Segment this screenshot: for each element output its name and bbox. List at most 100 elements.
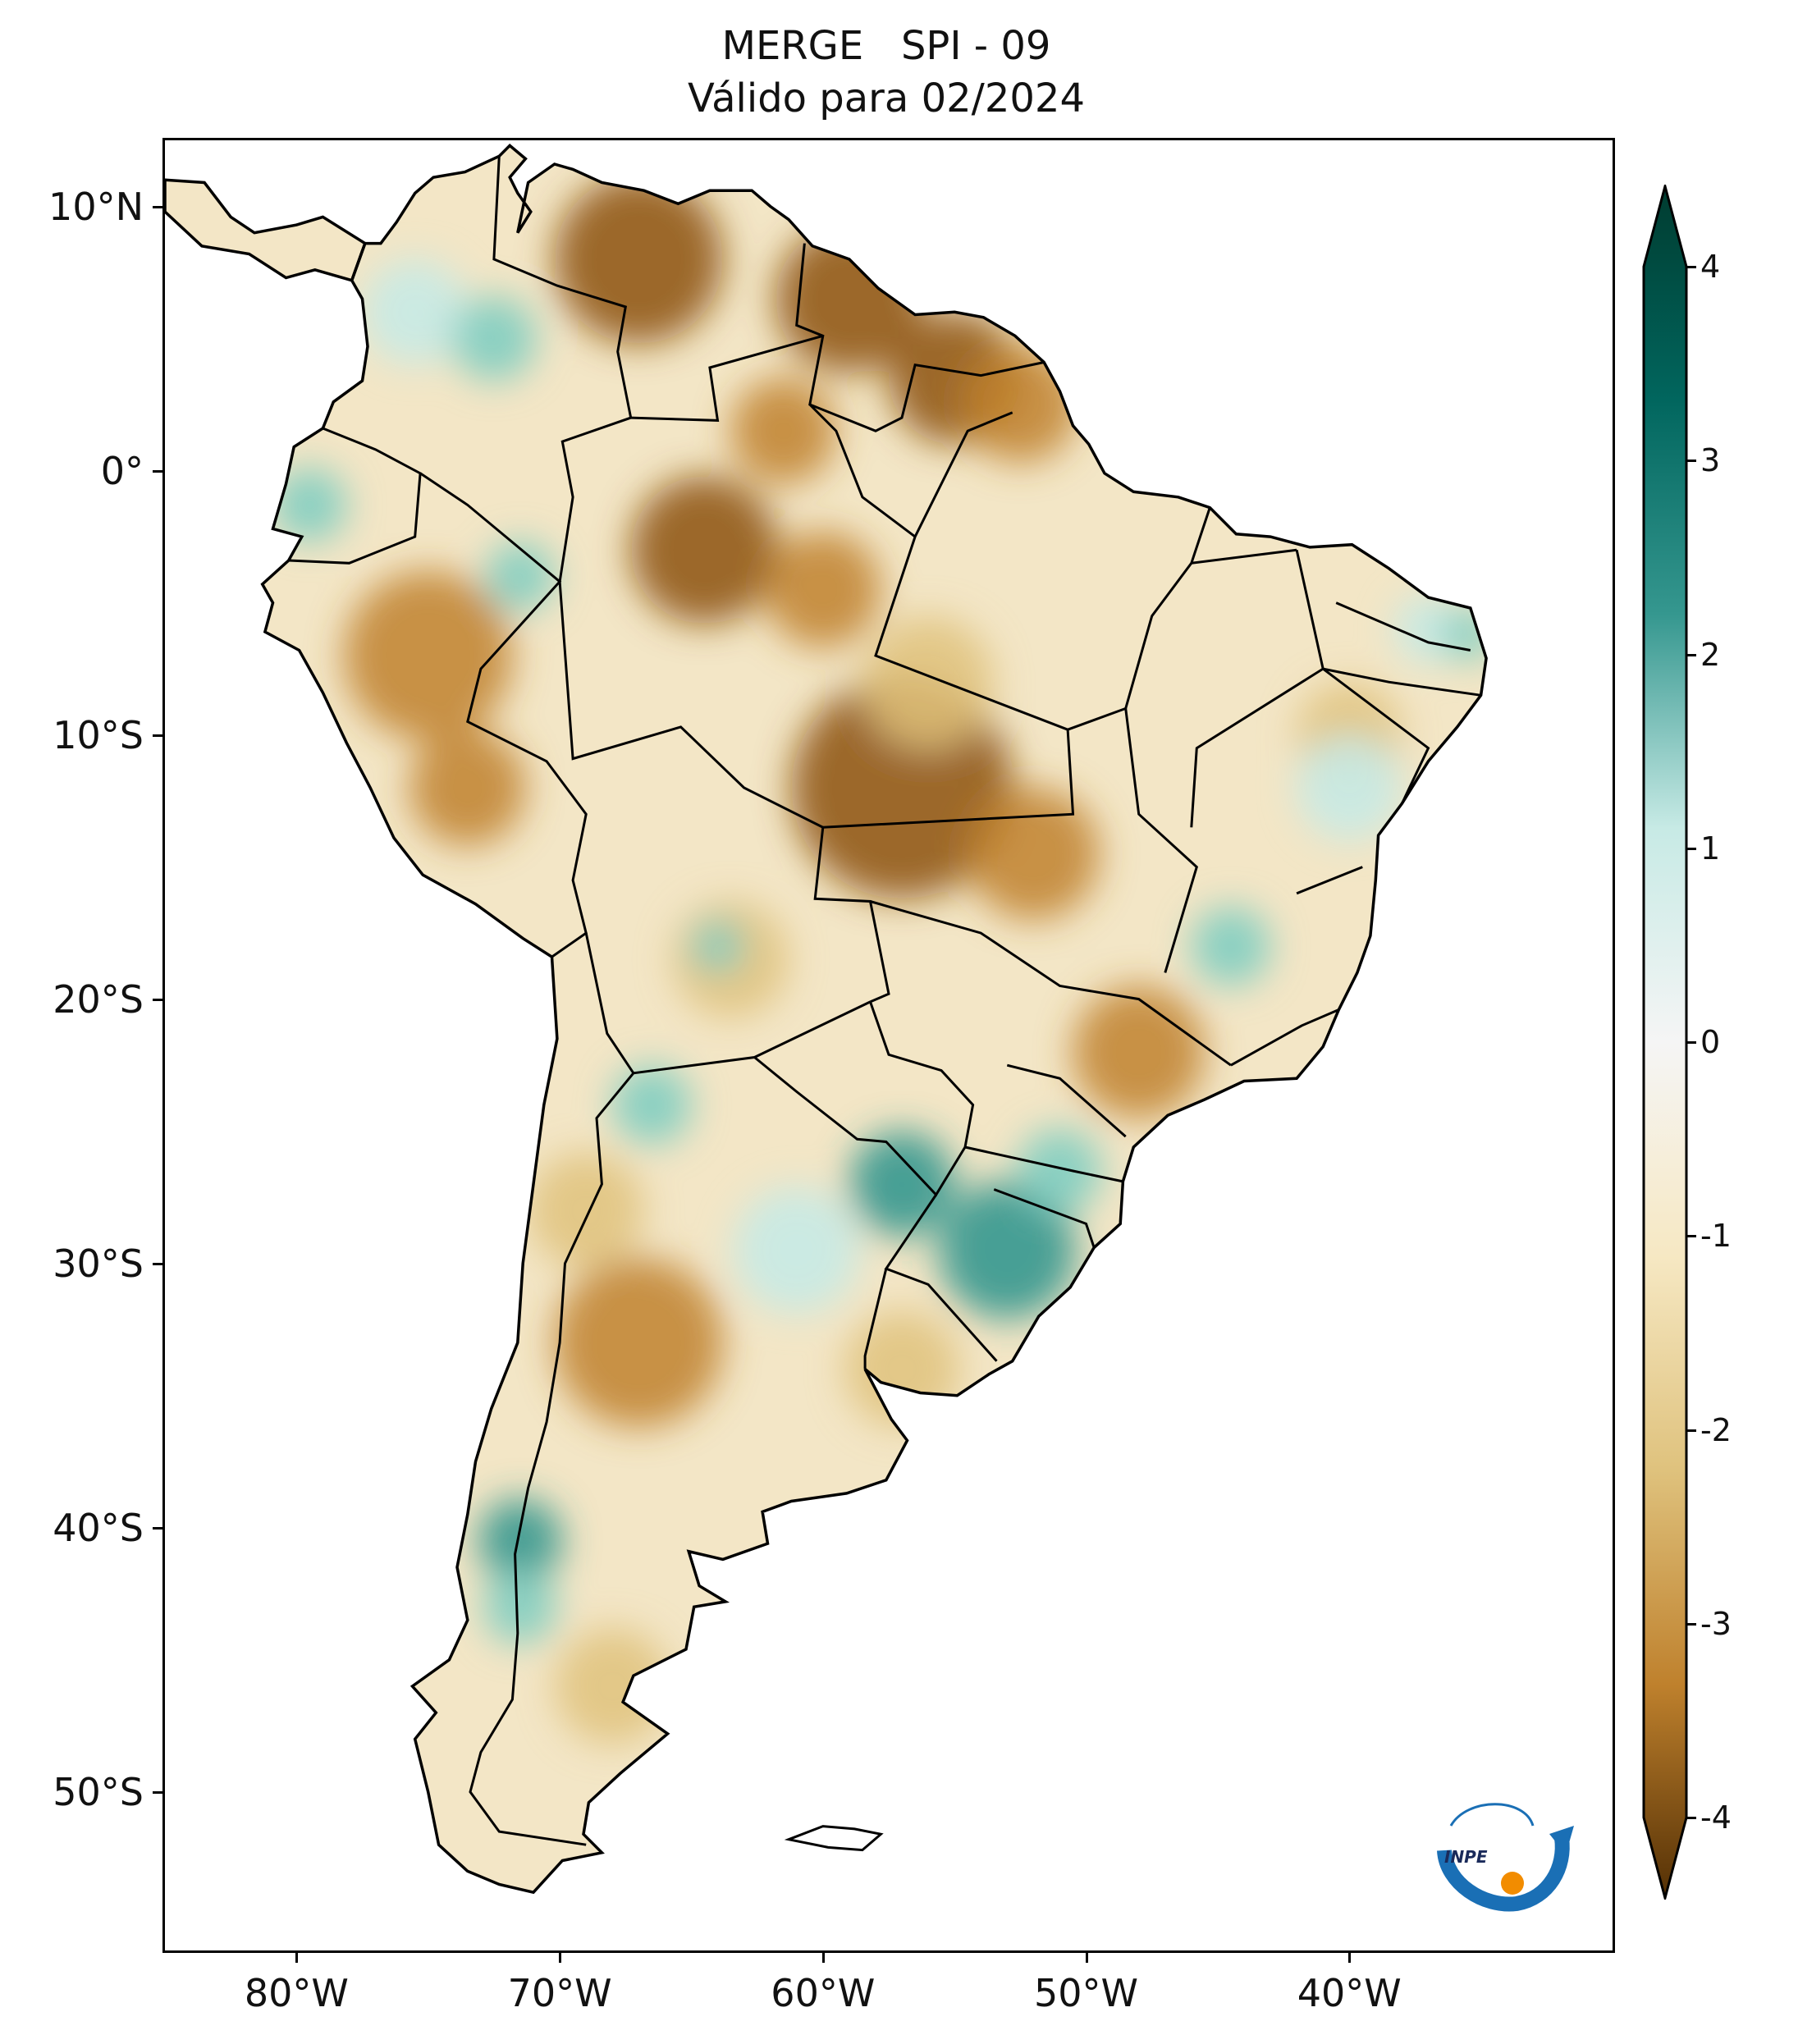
latitude-tick (153, 469, 162, 473)
colorbar-tick-label: -2 (1700, 1411, 1732, 1448)
central-america (165, 178, 367, 282)
border-line (964, 1145, 1123, 1183)
longitude-label: 70°W (507, 1971, 612, 2015)
latitude-label: 0° (100, 448, 144, 493)
spi-anomaly-patch (554, 174, 723, 344)
border-line (419, 472, 588, 958)
inpe-logo: INPE (1437, 1803, 1574, 1912)
spi-anomaly-patch (554, 1258, 723, 1428)
latitude-tick (153, 998, 162, 1001)
colorbar-tick (1686, 1622, 1696, 1626)
border-line (863, 1268, 888, 1370)
spi-anomaly-patch (691, 920, 744, 973)
colorbar-tick (1686, 653, 1696, 656)
spi-anomaly-patch (1018, 1128, 1102, 1214)
spi-anomaly-patch (612, 1065, 692, 1145)
colorbar-tick-label: 3 (1700, 442, 1721, 479)
latitude-label: 40°S (53, 1505, 144, 1550)
spi-anomaly-patch (1191, 906, 1271, 986)
longitude-label: 50°W (1034, 1971, 1139, 2015)
border-line (1296, 866, 1363, 895)
spi-anomaly-patch (451, 296, 537, 382)
spi-anomaly-patch (478, 1498, 563, 1584)
latitude-label: 20°S (53, 976, 144, 1022)
colorbar-tick (1686, 1429, 1696, 1432)
spi-anomaly-patch (528, 1152, 644, 1269)
coastline (260, 144, 1488, 1895)
longitude-tick (295, 1953, 299, 1963)
spi-anomaly-patch (554, 1628, 670, 1744)
longitude-label: 40°W (1297, 1971, 1402, 2015)
colorbar-tick-label: 0 (1700, 1024, 1721, 1060)
border-line (870, 900, 1232, 1067)
spi-anomaly-patch (1073, 985, 1205, 1118)
falkland-islands (784, 1825, 884, 1852)
colorbar-tick (1686, 266, 1696, 268)
colorbar-tick (1686, 1817, 1696, 1819)
longitude-tick (821, 1953, 825, 1963)
map-subtitle: Válido para 02/2024 (688, 75, 1085, 121)
latitude-tick (153, 1262, 162, 1265)
colorbar-tick-label: 4 (1700, 249, 1721, 285)
spi-anomaly-patch (849, 1131, 955, 1237)
longitude-label: 60°W (771, 1971, 876, 2015)
latitude-label: 10°S (53, 712, 144, 757)
spi-anomaly-patch (1441, 608, 1487, 661)
border-line (1322, 667, 1430, 804)
border-line (492, 156, 633, 583)
spi-anomaly-patch (733, 1187, 860, 1314)
spi-anomaly-patch (630, 475, 779, 624)
longitude-label: 80°W (244, 1971, 349, 2015)
country-state-borders (288, 156, 1481, 1846)
colorbar-tick (1686, 460, 1696, 463)
spi-anomaly-patch (483, 1570, 557, 1644)
spi-anomaly-field (272, 174, 1487, 1744)
spi-anomaly-patch (730, 377, 836, 484)
spi-anomaly-patch (968, 788, 1100, 921)
spi-anomaly-patch (409, 729, 526, 846)
spi-anomaly-patch (844, 1310, 960, 1428)
border-line (884, 1194, 998, 1362)
colorbar-tick (1686, 1041, 1696, 1044)
south-america-landmass (262, 145, 1487, 1893)
svg-text:INPE: INPE (1444, 1847, 1488, 1867)
colorbar-tick-label: -3 (1700, 1605, 1732, 1642)
latitude-tick (153, 1790, 162, 1794)
spi-anomaly-patch (486, 542, 555, 611)
spi-anomaly-patch (1297, 734, 1402, 841)
colorbar-tick-label: -4 (1700, 1799, 1732, 1836)
spi-anomaly-patch (272, 468, 347, 542)
spi-anomaly-patch (962, 346, 1078, 463)
spi-anomaly-patch (344, 570, 513, 741)
map-panel (162, 138, 1615, 1953)
spi-colorbar (1642, 185, 1688, 1900)
border-line (1230, 1008, 1339, 1067)
border-line (993, 1188, 1096, 1248)
choropleth-map (165, 144, 1488, 1895)
border-line (753, 1001, 975, 1197)
border-line (1335, 601, 1471, 652)
border-line (1190, 549, 1324, 828)
latitude-label: 10°N (48, 184, 144, 229)
colorbar-tick-label: -1 (1700, 1218, 1732, 1255)
colorbar-tick (1686, 847, 1696, 850)
longitude-tick (1085, 1953, 1088, 1963)
latitude-tick (153, 1526, 162, 1530)
map-title: MERGE SPI - 09 (721, 23, 1051, 69)
border-line (288, 427, 422, 565)
spi-anomaly-patch (938, 1181, 1076, 1319)
colorbar-tick-label: 1 (1700, 830, 1721, 867)
border-line (1322, 667, 1481, 697)
latitude-label: 30°S (53, 1241, 144, 1286)
border-line (630, 334, 824, 422)
border-line (1191, 548, 1297, 565)
spi-anomaly-patch (362, 258, 468, 365)
latitude-tick (153, 734, 162, 737)
spi-anomaly-patch (862, 615, 995, 748)
border-line (808, 403, 917, 538)
latitude-label: 50°S (53, 1769, 144, 1814)
colorbar-tick (1686, 1235, 1696, 1238)
border-line (1006, 1063, 1127, 1138)
border-line (469, 1072, 635, 1846)
colorbar-tick-label: 2 (1700, 636, 1721, 673)
